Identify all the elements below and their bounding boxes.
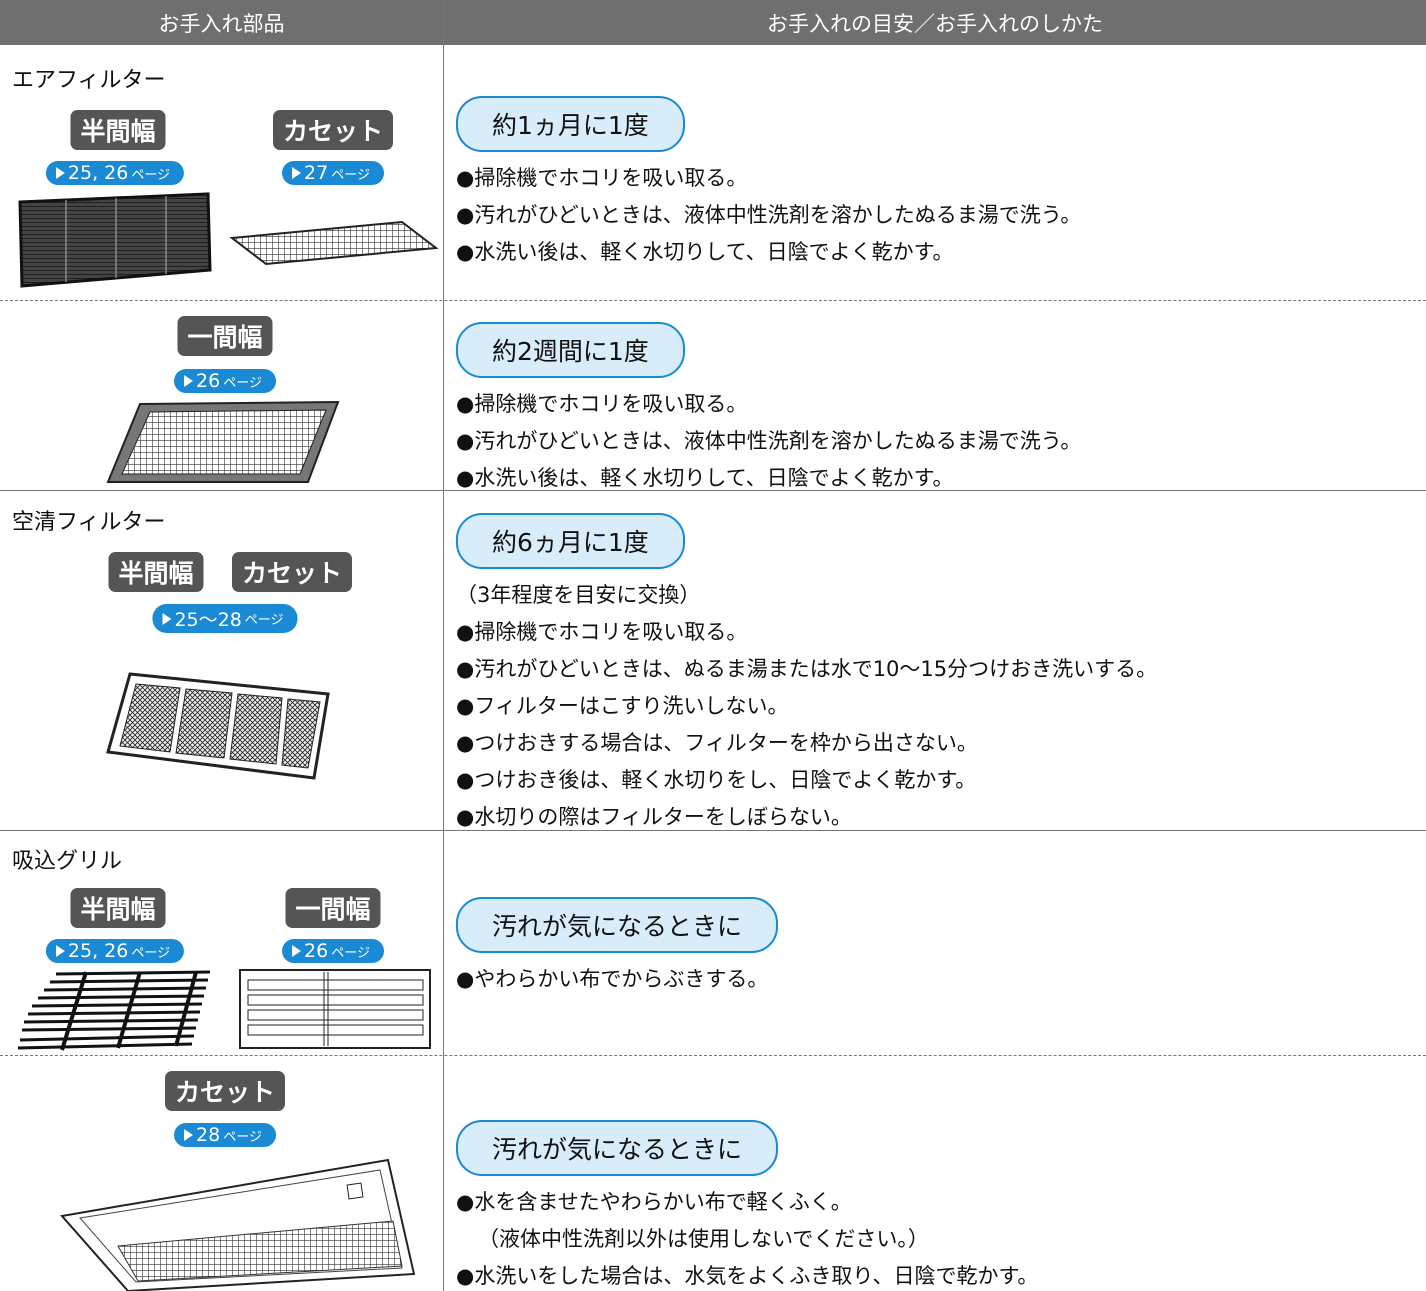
bullet: ●掃除機でホコリを吸い取る。 [456,620,748,644]
page-ref: 25〜28 ページ [152,604,298,633]
badge: カセット [231,552,353,592]
schedule: 汚れが気になるときに [456,897,779,953]
care-cell: 約6ヵ月に1度 （3年程度を目安に交換） ●掃除機でホコリを吸い取る。 ●汚れが… [456,513,1416,836]
bullet: ●水洗いをした場合は、水気をよくふき取り、日陰で乾かす。 [456,1264,1039,1288]
page-ref: 25, 26 ページ [45,161,185,185]
care-cell: 約1ヵ月に1度 ●掃除機でホコリを吸い取る。 ●汚れがひどいときは、液体中性洗剤… [456,96,1416,271]
page-suffix: ページ [131,945,171,961]
page: 28 [196,1124,221,1146]
badge: カセット [164,1071,286,1111]
bullet: ●水を含ませたやわらかい布で軽くふく。 [456,1190,852,1214]
filter-image [18,192,212,288]
badge: 半間幅 [70,888,166,928]
badge: 半間幅 [108,552,204,592]
page-ref: 26 ページ [282,939,384,963]
schedule: 汚れが気になるときに [456,1120,779,1176]
page-ref: 25, 26 ページ [45,939,185,963]
bullet: ●水洗い後は、軽く水切りして、日陰でよく乾かす。 [456,240,954,264]
bullet: ●水切りの際はフィルターをしぼらない。 [456,805,852,829]
row-border [0,300,1426,301]
care-cell: 汚れが気になるときに ●やわらかい布でからぶきする。 [456,897,1416,998]
page-ref: 26 ページ [174,369,276,393]
part-name: 空清フィルター [12,510,166,535]
page: 25, 26 [67,162,129,184]
page: 26 [196,370,221,392]
page: 25, 26 [67,940,129,962]
note: （3年程度を目安に交換） [456,583,701,607]
page-suffix: ページ [131,167,171,183]
care-cell: 汚れが気になるときに ●水を含ませたやわらかい布で軽くふく。 （液体中性洗剤以外… [456,1120,1416,1291]
badge: 半間幅 [70,110,166,150]
bullet: ●水洗い後は、軽く水切りして、日陰でよく乾かす。 [456,466,954,490]
divider [443,0,444,1291]
row-border [0,1055,1426,1056]
care-cell: 約2週間に1度 ●掃除機でホコリを吸い取る。 ●汚れがひどいときは、液体中性洗剤… [456,322,1416,497]
page-suffix: ページ [244,613,284,628]
schedule: 約6ヵ月に1度 [456,513,685,569]
badge: 一間幅 [285,888,381,928]
page-ref: 27 ページ [282,161,384,185]
filter-image [106,400,340,483]
bullet: ●つけおき後は、軽く水切りをし、日陰でよく乾かす。 [456,768,977,792]
bullet: ●フィルターはこすり洗いしない。 [456,694,789,718]
page: 26 [304,940,329,962]
panel-image [60,1158,416,1291]
bullet: ●やわらかい布でからぶきする。 [456,967,769,991]
grille-image [17,970,211,1051]
row-border [0,490,1426,491]
row-border [0,830,1426,831]
page-suffix: ページ [223,1129,262,1145]
part-name: 吸込グリル [12,849,123,874]
page-ref: 28 ページ [174,1123,276,1147]
grille-image [239,969,431,1049]
page: 25〜28 [174,609,242,631]
page-suffix: ページ [331,945,370,961]
badge: 一間幅 [177,316,273,356]
part-name: エアフィルター [12,68,166,93]
page-suffix: ページ [223,375,262,391]
bullet: ●汚れがひどいときは、液体中性洗剤を溶かしたぬるま湯で洗う。 [456,203,1082,227]
bullet-note: （液体中性洗剤以外は使用しないでください。） [478,1227,929,1251]
schedule: 約2週間に1度 [456,322,685,378]
bullet: ●汚れがひどいときは、ぬるま湯または水で10〜15分つけおき洗いする。 [456,657,1158,681]
page-suffix: ページ [331,167,370,183]
page: 27 [304,162,329,184]
bullet: ●つけおきする場合は、フィルターを枠から出さない。 [456,731,978,755]
header-cell: お手入れ部品 [0,0,443,45]
header-cell: お手入れの目安／お手入れのしかた [444,0,1426,45]
filter-image [230,220,439,266]
badge: カセット [272,110,394,150]
bullet: ●掃除機でホコリを吸い取る。 [456,166,748,190]
schedule: 約1ヵ月に1度 [456,96,685,152]
bullet: ●汚れがひどいときは、液体中性洗剤を溶かしたぬるま湯で洗う。 [456,429,1082,453]
bullet: ●掃除機でホコリを吸い取る。 [456,392,748,416]
filter-image [106,672,330,780]
